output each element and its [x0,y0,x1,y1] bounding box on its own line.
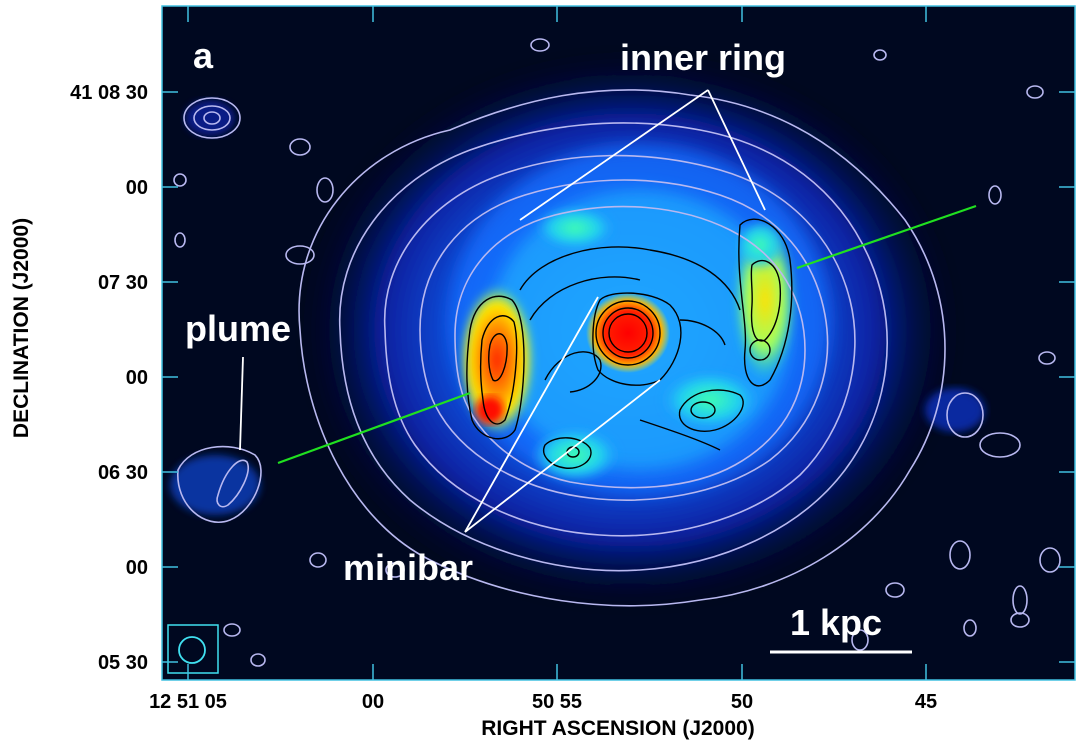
outer-contours [173,38,1061,667]
guide-lines [239,89,766,533]
inner-ring-label: inner ring [620,37,786,78]
y-tick-label: 41 08 30 [70,82,148,104]
tick-marks [162,6,1075,680]
beam-marker [167,624,219,674]
x-tick-label: 50 55 [532,691,582,713]
inner-contours [466,218,793,469]
panel-label: a [193,35,214,76]
y-tick-label: 00 [126,557,148,579]
y-tick-label: 00 [126,177,148,199]
plume-label: plume [185,308,291,349]
y-tick-label: 00 [126,367,148,389]
y-axis-label: DECLINATION (J2000) [10,218,33,438]
x-tick-label: 45 [915,691,937,713]
plot-frame [161,5,1076,681]
x-axis-label: RIGHT ASCENSION (J2000) [481,717,754,740]
major-axis-line [277,204,977,465]
x-tick-label: 00 [362,691,384,713]
y-tick-label: 07 30 [98,272,148,294]
scale-bar-label: 1 kpc [790,602,882,643]
x-tick-label: 12 51 05 [149,691,227,713]
x-tick-label: 50 [731,691,753,713]
y-tick-label: 05 30 [98,652,148,674]
minibar-label: minibar [343,547,473,588]
y-tick-label: 06 30 [98,462,148,484]
